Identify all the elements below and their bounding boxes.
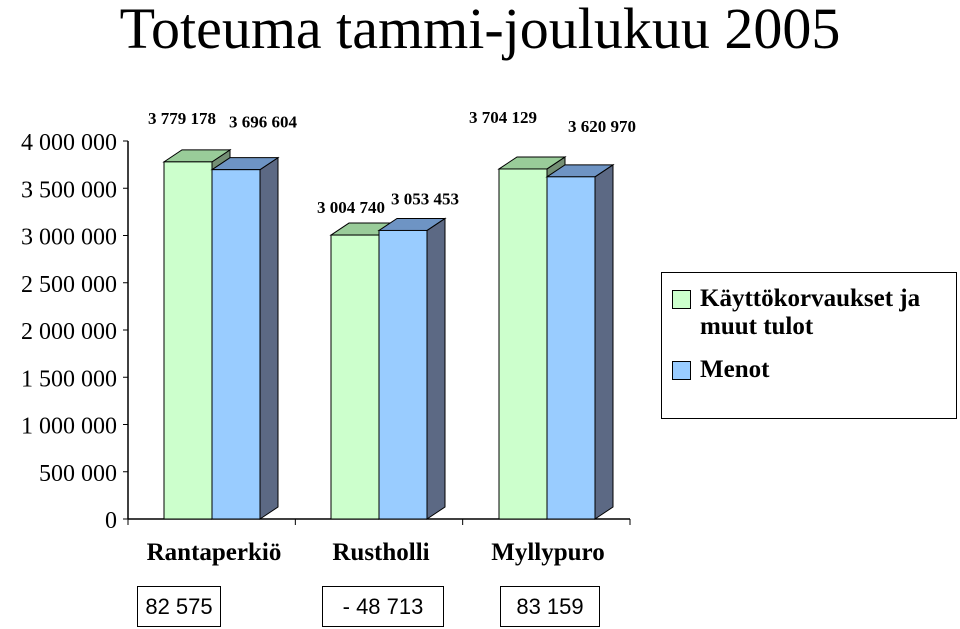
legend: Käyttökorvaukset ja muut tulot Menot [661, 272, 957, 419]
bar-expenses-1 [211, 169, 261, 520]
data-label-bar-income-3: 3 704 129 [469, 108, 537, 127]
difference-rantaperkio: 82 575 [137, 586, 221, 627]
data-label-bar-expenses-1: 3 696 604 [229, 113, 298, 132]
y-tick-label: 500 000 [39, 461, 117, 487]
bar-income-3 [498, 168, 548, 520]
x-axis-ticks: Rantaperkiö Rustholli Myllypuro [127, 519, 631, 566]
bar-expenses-1-side [259, 156, 279, 520]
x-tick-label: Myllypuro [491, 539, 604, 566]
data-labels: 3 779 178 3 696 604 3 004 740 3 053 453 3 70… [148, 108, 636, 217]
data-label-bar-expenses-3: 3 620 970 [568, 117, 636, 136]
y-tick-label: 1 000 000 [21, 414, 117, 440]
difference-myllypuro: 83 159 [500, 586, 600, 627]
data-label-bar-expenses-2: 3 053 453 [391, 189, 459, 208]
y-axis-ticks: 0 500 000 1 000 000 1 500 000 2 000 000 2 500… [21, 130, 128, 534]
bar-expenses-3-side [594, 163, 614, 520]
y-tick-label: 4 000 000 [21, 130, 117, 156]
x-tick-label: Rantaperkiö [147, 539, 282, 566]
x-tick-label: Rustholli [332, 539, 429, 566]
y-tick-label: 3 500 000 [21, 177, 117, 203]
legend-swatch-series-2 [672, 361, 691, 380]
y-tick-label: 1 500 000 [21, 366, 117, 392]
data-label-bar-income-2: 3 004 740 [317, 198, 385, 217]
legend-label-series-2: Menot [700, 356, 770, 383]
bars [162, 148, 615, 520]
data-label-bar-income-1: 3 779 178 [148, 109, 216, 128]
legend-label-series-1: Käyttökorvaukset ja muut tulot [700, 285, 921, 340]
bar-income-1 [163, 161, 213, 520]
y-tick-label: 2 000 000 [21, 319, 117, 345]
y-tick-label: 3 000 000 [21, 225, 117, 251]
bar-expenses-2 [378, 229, 428, 520]
y-tick-label: 0 [105, 508, 117, 534]
chart-title: Toteuma tammi-joulukuu 2005 [119, 0, 841, 61]
y-tick-label: 2 500 000 [21, 272, 117, 298]
bar-income-2 [330, 234, 380, 520]
legend-swatch-series-1 [672, 290, 691, 309]
bar-expenses-3 [546, 176, 596, 520]
difference-rustholli: - 48 713 [322, 586, 444, 627]
bar-expenses-2-side [426, 217, 446, 520]
